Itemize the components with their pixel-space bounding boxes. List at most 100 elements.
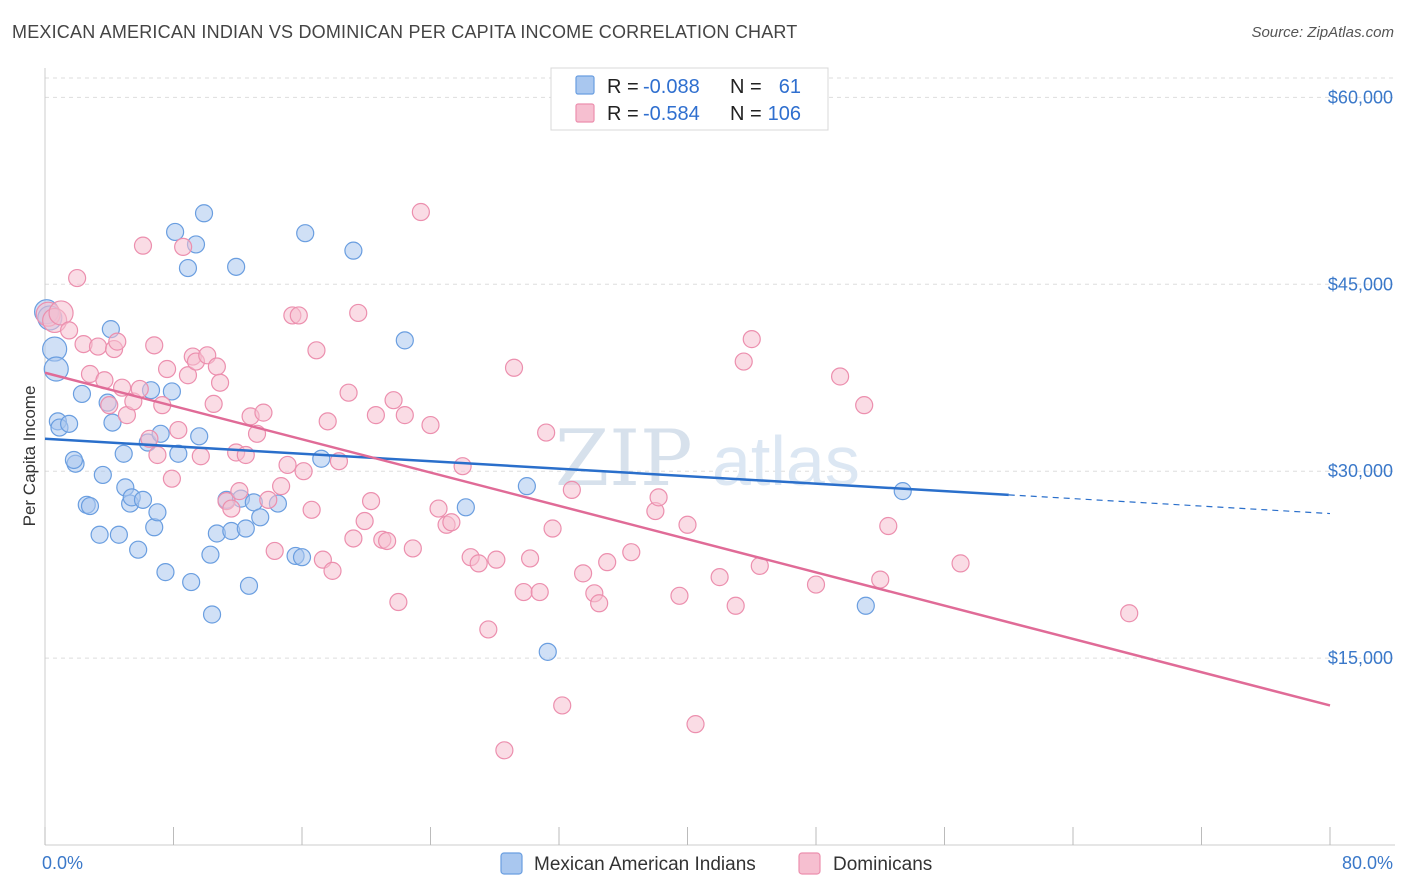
bottom-legend-label-pink: Dominicans (833, 854, 932, 875)
pink-point-25 (178, 366, 198, 385)
pink-point-32 (210, 373, 230, 392)
blue-point-30 (166, 222, 185, 242)
pink-point-62 (384, 391, 403, 410)
pink-point-47 (294, 462, 313, 481)
trend-line-blue (44, 437, 1009, 497)
x-tick-label-0: 0.0% (42, 853, 83, 873)
blue-point-42 (227, 257, 246, 276)
pink-point-30 (204, 394, 223, 414)
pink-point-56 (349, 303, 368, 323)
pink-point-100 (806, 575, 826, 594)
pink-point-105 (951, 554, 970, 573)
pink-point-16 (133, 236, 153, 255)
blue-point-28 (156, 563, 175, 582)
blue-point-10 (80, 496, 100, 516)
pink-point-49 (307, 341, 326, 360)
blue-point-15 (103, 413, 122, 432)
pink-point-73 (469, 554, 488, 573)
pink-point-7 (88, 337, 108, 356)
pink-point-36 (230, 482, 249, 501)
pink-point-88 (598, 553, 617, 572)
pink-point-2 (48, 300, 74, 326)
pink-point-77 (504, 358, 524, 377)
y-axis-title: Per Capita Income (20, 386, 39, 527)
pink-point-55 (344, 529, 363, 548)
pink-point-41 (259, 490, 278, 509)
pink-point-83 (553, 696, 572, 715)
legend-swatch-pink (575, 103, 595, 123)
blue-point-11 (90, 525, 109, 544)
trend-line-pink (44, 371, 1331, 707)
pink-point-57 (355, 511, 374, 531)
pink-point-75 (487, 550, 506, 569)
blue-point-57 (538, 642, 557, 661)
bottom-legend: Mexican American Indians Dominicans (500, 852, 932, 875)
pink-point-65 (403, 539, 422, 558)
pink-point-43 (272, 477, 291, 496)
bottom-legend-swatch-blue (500, 852, 523, 875)
blue-point-21 (129, 540, 148, 559)
trend-line-blue-extension (1008, 494, 1331, 515)
pink-point-64 (395, 406, 414, 425)
blue-point-32 (178, 258, 198, 278)
pink-point-89 (622, 543, 641, 562)
pink-point-48 (302, 500, 321, 519)
pink-point-84 (562, 480, 581, 499)
pink-point-82 (543, 519, 562, 538)
pink-point-40 (254, 403, 273, 422)
y-tick-label-1: $30,000 (1328, 461, 1393, 481)
pink-point-18 (145, 336, 164, 355)
legend-n-label-2: N = (730, 103, 762, 125)
pink-point-24 (174, 237, 193, 257)
blue-point-56 (517, 477, 536, 496)
blue-point-25 (145, 518, 164, 537)
pink-point-66 (411, 202, 430, 222)
blue-point-53 (344, 241, 363, 260)
pink-point-4 (68, 268, 87, 288)
legend-r-value-1: -0.088 (643, 76, 700, 98)
pink-point-42 (265, 541, 284, 561)
legend-frame (550, 67, 829, 131)
bottom-legend-label-blue: Mexican American Indians (534, 854, 756, 875)
pink-point-101 (830, 367, 850, 386)
pink-point-93 (678, 515, 697, 534)
pink-point-28 (191, 447, 210, 466)
pink-point-23 (169, 420, 188, 440)
pink-point-17 (140, 429, 159, 448)
blue-point-17 (114, 444, 133, 463)
pink-point-52 (323, 561, 342, 580)
pink-point-78 (514, 582, 533, 602)
pink-point-74 (479, 620, 498, 639)
blue-point-5 (59, 414, 79, 433)
pink-point-106 (1120, 604, 1139, 623)
pink-point-44 (278, 455, 297, 475)
blue-point-58 (856, 596, 875, 615)
pink-point-9 (100, 396, 119, 415)
blue-point-31 (169, 444, 188, 463)
source-credit: Source: ZipAtlas.com (1251, 24, 1394, 41)
blue-point-16 (109, 525, 128, 544)
pink-point-81 (537, 423, 556, 442)
legend-r-label-2: R = (607, 103, 639, 125)
pink-point-103 (871, 570, 890, 589)
pink-point-46 (289, 306, 308, 325)
pink-point-63 (389, 592, 408, 612)
pink-point-19 (148, 445, 167, 465)
blue-point-44 (236, 519, 255, 538)
pink-point-98 (742, 330, 761, 349)
pink-point-85 (573, 564, 593, 583)
blue-point-45 (239, 576, 259, 595)
legend-n-label-1: N = (730, 76, 762, 98)
pink-point-92 (670, 586, 689, 605)
pink-point-21 (157, 359, 177, 379)
watermark-atlas: atlas (712, 422, 860, 500)
pink-point-95 (710, 568, 729, 587)
pink-point-3 (59, 321, 79, 340)
legend-n-value-2: 106 (768, 103, 801, 125)
pink-point-54 (339, 383, 358, 402)
trend-lines (44, 371, 1331, 707)
pink-point-80 (530, 582, 549, 602)
pink-point-87 (590, 594, 609, 613)
blue-point-47 (251, 508, 270, 527)
